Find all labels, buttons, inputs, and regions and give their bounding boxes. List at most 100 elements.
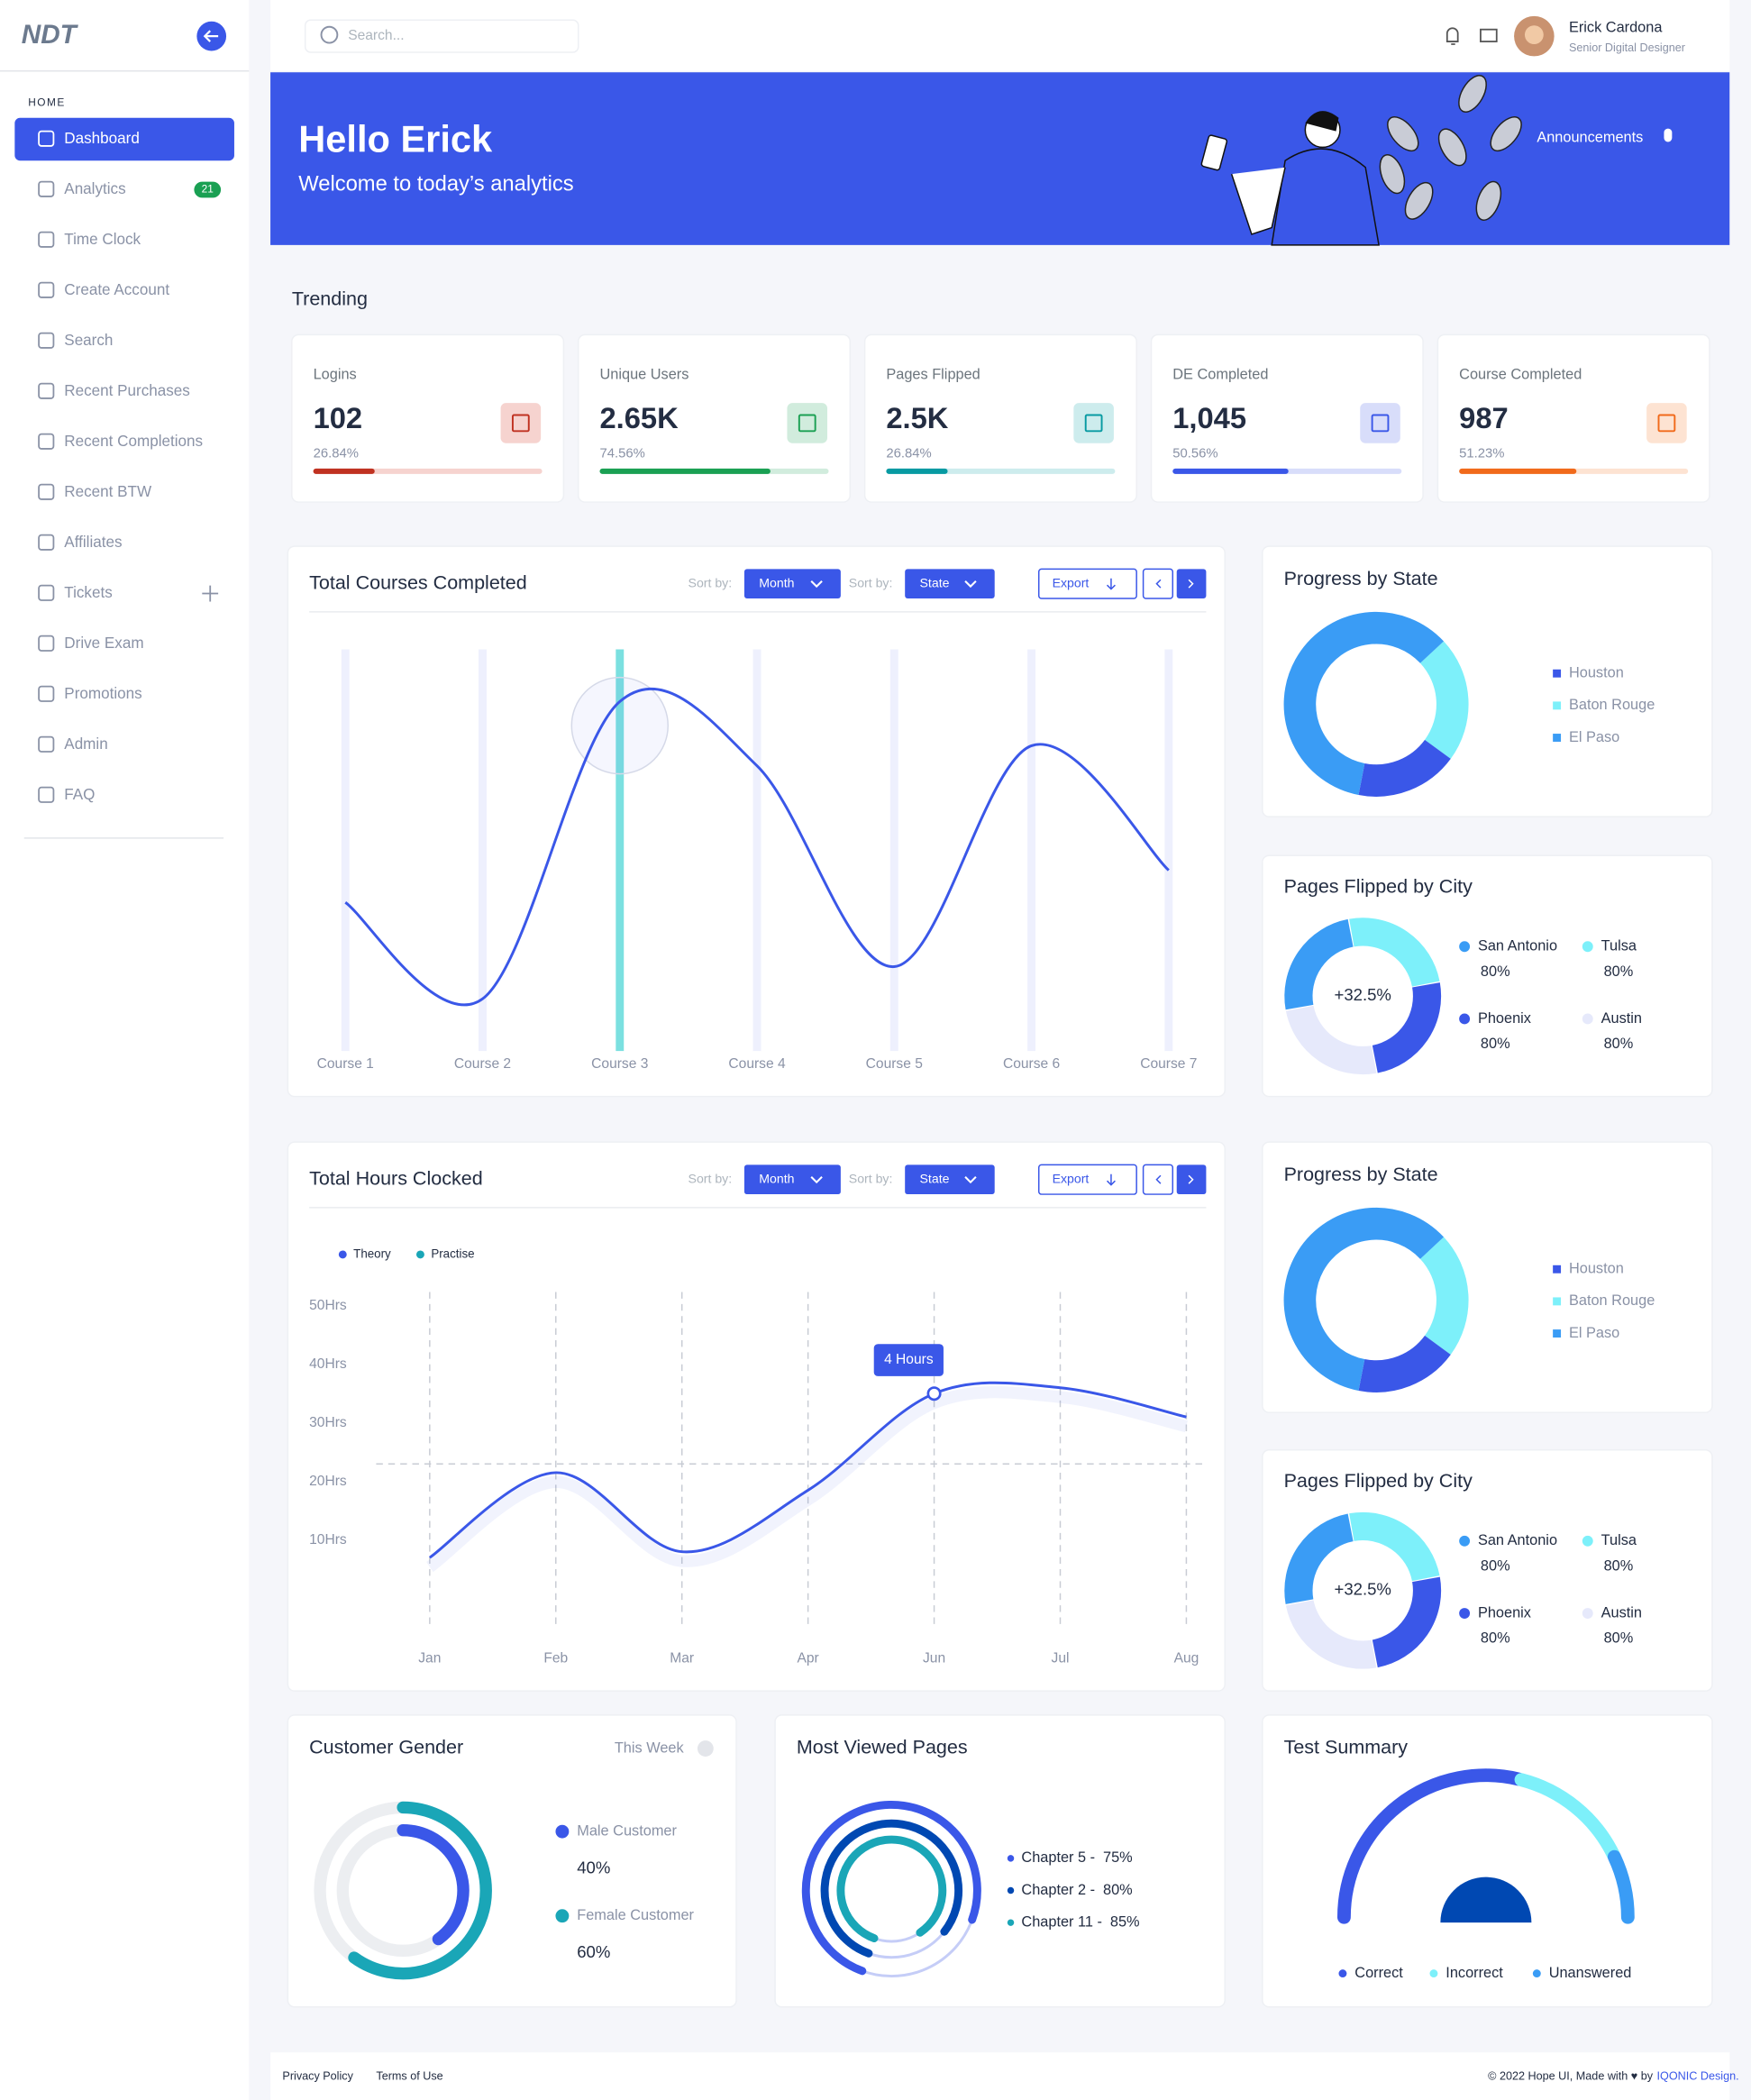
- illustration-leaf: [1387, 116, 1419, 152]
- card: [291, 333, 565, 503]
- prev-button[interactable]: [1142, 1164, 1174, 1195]
- nav-item[interactable]: FAQ: [64, 786, 95, 803]
- sort-dropdown[interactable]: [743, 569, 841, 599]
- filter-chevron[interactable]: [697, 1740, 714, 1757]
- legend-dot: [1007, 1855, 1015, 1862]
- legend-label: Female Customer: [577, 1907, 694, 1923]
- donut-segment: [1349, 1511, 1440, 1582]
- legend-label: Tulsa: [1601, 1532, 1637, 1548]
- nav-item[interactable]: Analytics: [64, 180, 125, 197]
- card-percent: 50.56%: [1172, 447, 1217, 461]
- export-button[interactable]: [1037, 568, 1137, 599]
- next-chevron: [1188, 579, 1194, 589]
- x-tick-label: Feb: [543, 1651, 568, 1666]
- nav-item[interactable]: Tickets: [64, 584, 112, 601]
- card-label: Unique Users: [599, 366, 689, 382]
- progress-bar: [1459, 468, 1577, 474]
- nav-item[interactable]: Search: [64, 332, 113, 349]
- chart-title: Progress by State: [1284, 568, 1438, 589]
- legend-dot: [1338, 1969, 1347, 1978]
- mail-icon[interactable]: [1480, 28, 1498, 42]
- sort-dropdown[interactable]: [905, 569, 995, 599]
- column-guide: [889, 649, 898, 1052]
- ring-arc: [801, 1800, 981, 1976]
- nav-item[interactable]: Affiliates: [64, 534, 122, 551]
- progress-bar: [599, 468, 771, 474]
- card: [1262, 1449, 1713, 1692]
- legend-value: 80%: [1604, 1036, 1634, 1052]
- dropdown-chevron: [964, 1176, 977, 1184]
- next-button[interactable]: [1176, 1164, 1207, 1195]
- donut-segment: [1349, 918, 1440, 988]
- prev-button[interactable]: [1142, 568, 1174, 599]
- legend-label: El Paso: [1569, 1325, 1619, 1341]
- nav-item[interactable]: Drive Exam: [64, 635, 143, 652]
- export-arrow: [1106, 578, 1116, 590]
- footer-link[interactable]: Terms of Use: [376, 2069, 442, 2082]
- nav-item[interactable]: Recent Completions: [64, 433, 203, 450]
- line: [429, 1381, 1187, 1559]
- column-guide: [752, 649, 762, 1052]
- y-tick-label: 20Hrs: [309, 1474, 347, 1489]
- illustration-hair: [1305, 111, 1339, 132]
- sort-dropdown[interactable]: [743, 1164, 841, 1195]
- chart-title: Progress by State: [1284, 1164, 1438, 1185]
- x-tick-label: Course 3: [591, 1056, 648, 1072]
- nav-icon: [38, 685, 55, 702]
- bell-icon[interactable]: [1445, 27, 1459, 45]
- chart-title: Total Hours Clocked: [309, 1167, 483, 1189]
- nav-item[interactable]: Recent Purchases: [64, 382, 190, 399]
- tooltip-text: 4 Hours: [884, 1352, 934, 1367]
- nav-icon: [38, 735, 55, 753]
- legend-dot: [338, 1250, 347, 1259]
- donut-segment: [1284, 918, 1354, 1010]
- legend-swatch: [1553, 1265, 1562, 1274]
- card-icon: [1646, 403, 1687, 443]
- nav-icon: [38, 231, 55, 248]
- legend-label: Correct: [1354, 1965, 1403, 1981]
- nav-item[interactable]: Time Clock: [64, 231, 141, 248]
- legend-label: Austin: [1601, 1604, 1642, 1621]
- filter-label[interactable]: This Week: [615, 1739, 685, 1756]
- nav-item[interactable]: Create Account: [64, 281, 169, 298]
- legend-dot: [1459, 941, 1471, 953]
- column-guide: [1027, 649, 1036, 1052]
- announcements[interactable]: Announcements: [1537, 129, 1643, 145]
- search-box[interactable]: [304, 19, 579, 53]
- x-tick-label: Aug: [1174, 1651, 1199, 1666]
- line: [344, 688, 1170, 1007]
- legend-dot: [555, 1824, 570, 1839]
- column-guide: [341, 649, 350, 1052]
- section-title: Trending: [292, 288, 368, 309]
- prev-chevron: [1155, 579, 1162, 589]
- card-percent: 26.84%: [886, 447, 931, 461]
- y-tick-label: 30Hrs: [309, 1415, 347, 1430]
- x-tick-label: Course 4: [728, 1056, 786, 1072]
- legend-value: 80%: [1481, 1630, 1510, 1647]
- card-label: DE Completed: [1172, 366, 1268, 382]
- footer-link[interactable]: Privacy Policy: [282, 2069, 353, 2082]
- card-label: Course Completed: [1459, 366, 1582, 382]
- avatar-face: [1524, 25, 1544, 45]
- footer-brand[interactable]: IQONIC Design.: [1657, 2069, 1739, 2082]
- legend-dot: [1007, 1886, 1015, 1895]
- nav-item[interactable]: Recent BTW: [64, 483, 152, 500]
- ring-arc: [820, 1819, 963, 1958]
- nav-item[interactable]: Admin: [64, 735, 107, 753]
- card: [774, 1714, 1226, 2008]
- column-guide: [479, 649, 487, 1052]
- sort-dropdown[interactable]: [905, 1164, 995, 1195]
- card-icon-glyph: [798, 414, 816, 433]
- y-tick-label: 40Hrs: [309, 1356, 347, 1372]
- donut-segment: [1283, 1207, 1445, 1392]
- next-chevron: [1188, 1174, 1194, 1184]
- next-button[interactable]: [1176, 569, 1207, 599]
- export-button[interactable]: [1037, 1164, 1137, 1195]
- nav-icon: [38, 483, 55, 500]
- card-label: Pages Flipped: [886, 366, 980, 382]
- nav-item[interactable]: Dashboard: [64, 130, 140, 147]
- nav-item[interactable]: Promotions: [64, 685, 141, 702]
- gauge-hub: [1440, 1876, 1532, 1923]
- x-tick-label: Jan: [418, 1651, 441, 1666]
